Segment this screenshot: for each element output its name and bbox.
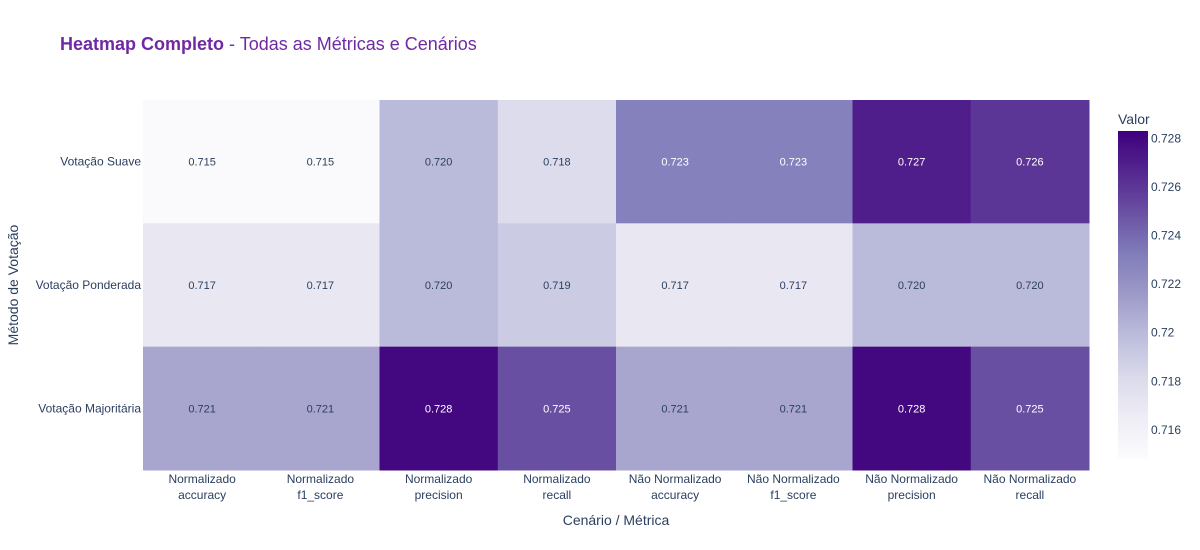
heatmap-cell bbox=[970, 223, 1090, 348]
heatmap-cell bbox=[852, 223, 972, 348]
colorbar-title: Valor bbox=[1118, 111, 1150, 127]
x-tick-label: Normalizado f1_score bbox=[287, 472, 355, 502]
colorbar-tick-label: 0.716 bbox=[1151, 423, 1181, 437]
heatmap-cell bbox=[261, 346, 380, 471]
chart-title-bold: Heatmap Completo bbox=[60, 34, 224, 54]
heatmap-cell bbox=[970, 100, 1090, 224]
heatmap-cell bbox=[497, 346, 617, 471]
y-axis-title: Método de Votação bbox=[5, 224, 21, 345]
cell-value-label: 0.728 bbox=[425, 403, 453, 415]
colorbar-tick-label: 0.724 bbox=[1151, 228, 1181, 242]
colorbar-tick-label: 0.722 bbox=[1151, 277, 1181, 291]
cell-value-label: 0.721 bbox=[661, 403, 689, 415]
y-tick-label: Votação Majoritária bbox=[38, 401, 141, 415]
heatmap-cell bbox=[379, 346, 499, 471]
heatmap-cell bbox=[379, 223, 499, 348]
cell-value-label: 0.720 bbox=[425, 280, 453, 292]
heatmap-cell bbox=[970, 346, 1090, 471]
cell-value-label: 0.715 bbox=[307, 157, 335, 169]
cell-value-label: 0.720 bbox=[898, 280, 926, 292]
x-tick-label: Normalizado accuracy bbox=[168, 472, 236, 502]
y-tick-label: Votação Suave bbox=[60, 155, 141, 169]
heatmap-cell bbox=[143, 223, 262, 348]
cell-value-label: 0.725 bbox=[543, 403, 571, 415]
heatmap-cell bbox=[734, 100, 853, 224]
x-tick-label: Não Normalizado precision bbox=[865, 472, 958, 502]
cell-value-label: 0.718 bbox=[543, 157, 571, 169]
cell-value-label: 0.723 bbox=[780, 157, 808, 169]
heatmap-cell bbox=[616, 223, 735, 348]
x-tick-label: Não Normalizado recall bbox=[984, 472, 1077, 502]
heatmap-cell bbox=[852, 100, 972, 224]
x-tick-label: Normalizado precision bbox=[405, 472, 473, 502]
colorbar-gradient bbox=[1118, 131, 1148, 459]
chart-title-rest: - Todas as Métricas e Cenários bbox=[224, 34, 477, 54]
cell-value-label: 0.723 bbox=[661, 157, 689, 169]
x-tick-label: Não Normalizado f1_score bbox=[747, 472, 840, 502]
heatmap-cells bbox=[143, 100, 1090, 471]
cell-value-label: 0.728 bbox=[898, 403, 926, 415]
y-axis-ticks: Votação Suave Votação Ponderada Votação Ma… bbox=[36, 155, 142, 416]
x-axis-ticks: Normalizado accuracy Normalizado f1_score No… bbox=[168, 472, 1076, 502]
cell-value-label: 0.720 bbox=[425, 157, 453, 169]
cell-value-label: 0.727 bbox=[898, 157, 926, 169]
x-tick-label: Não Normalizado accuracy bbox=[629, 472, 722, 502]
cell-value-label: 0.717 bbox=[188, 280, 216, 292]
heatmap-cell bbox=[143, 100, 262, 224]
heatmap-cell bbox=[616, 100, 735, 224]
colorbar-tick-label: 0.72 bbox=[1151, 326, 1175, 340]
heatmap-cell-labels: 0.715 0.715 0.720 0.718 0.723 0.723 0.727 0.726… bbox=[188, 157, 1043, 416]
heatmap-cell bbox=[734, 223, 853, 348]
cell-value-label: 0.720 bbox=[1016, 280, 1044, 292]
cell-value-label: 0.721 bbox=[188, 403, 216, 415]
colorbar-ticks: 0.716 0.718 0.72 0.722 0.724 0.726 0.728 bbox=[1151, 131, 1181, 437]
heatmap-cell bbox=[497, 223, 617, 348]
x-axis-title: Cenário / Métrica bbox=[563, 512, 670, 528]
cell-value-label: 0.726 bbox=[1016, 157, 1044, 169]
heatmap-cell bbox=[734, 346, 853, 471]
cell-value-label: 0.717 bbox=[780, 280, 808, 292]
colorbar-tick-label: 0.728 bbox=[1151, 131, 1181, 145]
cell-value-label: 0.715 bbox=[188, 157, 216, 169]
colorbar-tick-label: 0.718 bbox=[1151, 374, 1181, 388]
colorbar-tick-label: 0.726 bbox=[1151, 180, 1181, 194]
chart-title: Heatmap Completo - Todas as Métricas e C… bbox=[60, 34, 477, 54]
heatmap-cell bbox=[261, 223, 380, 348]
heatmap-cell bbox=[379, 100, 499, 224]
heatmap-cell bbox=[616, 346, 735, 471]
cell-value-label: 0.719 bbox=[543, 280, 571, 292]
y-tick-label: Votação Ponderada bbox=[36, 278, 142, 292]
cell-value-label: 0.717 bbox=[307, 280, 335, 292]
cell-value-label: 0.717 bbox=[661, 280, 689, 292]
colorbar: Valor 0.716 0.718 0.72 0.722 0.724 0.726 0.728 bbox=[1118, 111, 1181, 459]
heatmap-cell bbox=[261, 100, 380, 224]
cell-value-label: 0.725 bbox=[1016, 403, 1044, 415]
heatmap-cell bbox=[852, 346, 972, 471]
cell-value-label: 0.721 bbox=[307, 403, 335, 415]
heatmap-cell bbox=[497, 100, 617, 224]
x-tick-label: Normalizado recall bbox=[523, 472, 591, 502]
cell-value-label: 0.721 bbox=[780, 403, 808, 415]
heatmap-cell bbox=[143, 346, 262, 471]
